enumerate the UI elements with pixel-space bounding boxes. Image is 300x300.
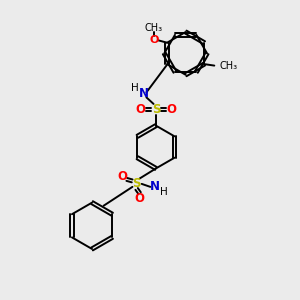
Text: CH₃: CH₃ (145, 23, 163, 33)
Text: O: O (136, 103, 146, 116)
Text: O: O (149, 35, 158, 45)
Text: S: S (132, 177, 141, 190)
Text: H: H (131, 83, 138, 93)
Text: O: O (167, 103, 176, 116)
Text: CH₃: CH₃ (220, 61, 238, 70)
Text: N: N (149, 180, 160, 194)
Text: N: N (139, 87, 148, 100)
Text: O: O (135, 192, 145, 205)
Text: H: H (160, 187, 168, 197)
Text: S: S (152, 103, 160, 116)
Text: O: O (117, 170, 128, 183)
